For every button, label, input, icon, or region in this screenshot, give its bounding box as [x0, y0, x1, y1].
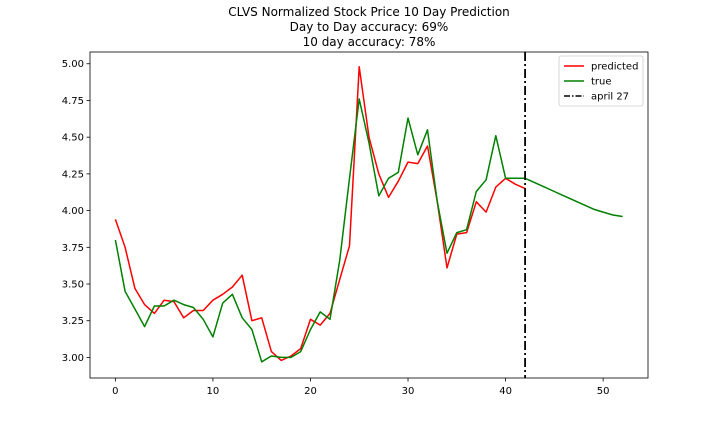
- y-tick-label: 3.50: [62, 280, 84, 291]
- y-tick-label: 4.25: [62, 169, 84, 180]
- chart-title: CLVS Normalized Stock Price 10 Day Predi…: [228, 5, 510, 49]
- legend-label-april-27: april 27: [591, 92, 629, 103]
- title-line-3: 10 day accuracy: 78%: [303, 35, 436, 49]
- x-tick-label: 20: [304, 386, 317, 397]
- legend: predicted true april 27: [558, 55, 644, 107]
- plot-area-frame: [89, 51, 649, 379]
- x-tick-label: 10: [207, 386, 220, 397]
- y-tick-label: 5.00: [62, 59, 84, 70]
- series-line-true: [114, 98, 623, 363]
- title-line-2: Day to Day accuracy: 69%: [290, 20, 449, 34]
- legend-label-true: true: [591, 77, 612, 88]
- y-tick-label: 3.00: [62, 353, 84, 364]
- x-tick-label: 0: [112, 386, 118, 397]
- x-axis: 0 10 20 30 40 50: [112, 378, 609, 397]
- title-line-1: CLVS Normalized Stock Price 10 Day Predi…: [228, 5, 510, 19]
- y-axis: 3.00 3.25 3.50 3.75 4.00 4.25 4.50 4.75 5.00: [62, 59, 90, 364]
- x-tick-label: 30: [402, 386, 415, 397]
- x-tick-label: 50: [597, 386, 610, 397]
- y-tick-label: 3.25: [62, 316, 84, 327]
- series-line-predicted: [114, 65, 526, 362]
- y-tick-label: 4.75: [62, 96, 84, 107]
- y-tick-label: 4.50: [62, 133, 84, 144]
- legend-label-predicted: predicted: [591, 62, 638, 73]
- y-tick-label: 3.75: [62, 243, 84, 254]
- legend-box: [558, 55, 644, 107]
- y-tick-label: 4.00: [62, 206, 84, 217]
- x-tick-label: 40: [499, 386, 512, 397]
